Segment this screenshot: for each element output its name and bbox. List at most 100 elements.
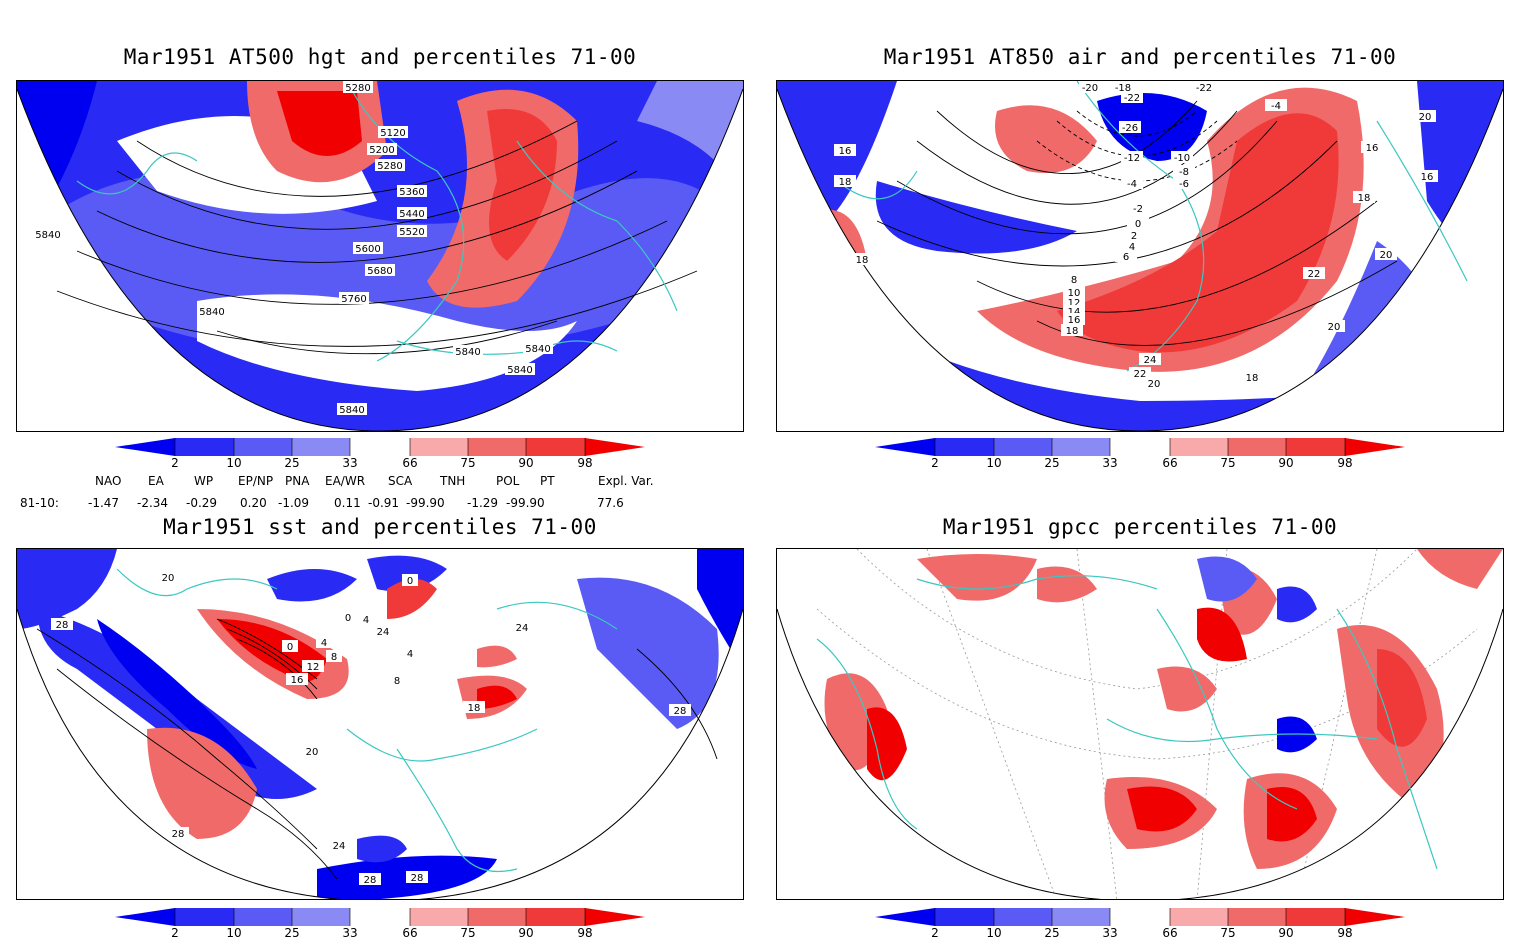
contour-label: 24 xyxy=(511,621,533,634)
contour-label: 2 xyxy=(1123,229,1145,242)
colorbar-air850: 2 10 25 33 66 75 90 98 xyxy=(875,438,1405,470)
contour-label: 5840 xyxy=(33,228,63,241)
sst-map-graphic: 20 28 0 0 0 4 8 12 16 4 8 24 24 4 18 20 … xyxy=(17,549,743,899)
index-header: WP xyxy=(194,474,214,488)
colorbar-arrow-low xyxy=(875,438,935,456)
contour-label: 20 xyxy=(301,745,323,758)
svg-text:18: 18 xyxy=(1358,193,1371,204)
gpcc-map-graphic xyxy=(777,549,1503,899)
contour-label: 5600 xyxy=(353,242,383,255)
air850-map-graphic: -20 -18 -22 -22 -26 -12 -10 -8 -6 -4 -2 … xyxy=(777,81,1503,431)
colorbar-swatch xyxy=(234,438,292,456)
colorbar-label: 25 xyxy=(1044,926,1060,940)
contour-label: -6 xyxy=(1173,177,1195,190)
svg-text:5840: 5840 xyxy=(507,365,532,376)
contour-label: 6 xyxy=(1115,250,1137,263)
svg-text:-18: -18 xyxy=(1115,83,1131,94)
colorbar-arrow-high xyxy=(585,438,645,456)
colorbar-label: 98 xyxy=(1337,926,1353,940)
contour-label: -20 xyxy=(1079,81,1101,94)
index-header: SCA xyxy=(388,474,413,488)
index-value: 77.6 xyxy=(597,496,624,510)
contour-label: 5840 xyxy=(337,403,367,416)
colorbar-label: 90 xyxy=(518,926,534,940)
contour-label: -10 xyxy=(1171,151,1193,164)
colorbar-arrow-low xyxy=(115,908,175,926)
colorbar-label: 25 xyxy=(284,926,300,940)
svg-text:14: 14 xyxy=(1068,307,1081,318)
contour-label: 18 xyxy=(834,175,856,188)
svg-text:-22: -22 xyxy=(1124,93,1140,104)
map-air850[interactable]: -20 -18 -22 -22 -26 -12 -10 -8 -6 -4 -2 … xyxy=(776,80,1504,432)
svg-text:8: 8 xyxy=(1071,275,1077,286)
svg-text:5840: 5840 xyxy=(525,344,550,355)
svg-text:5840: 5840 xyxy=(35,230,60,241)
contour-label: 28 xyxy=(167,827,189,840)
contour-label: 5280 xyxy=(343,81,373,94)
contour-label: 18 xyxy=(851,253,873,266)
svg-text:24: 24 xyxy=(516,623,529,634)
contour-label: 22 xyxy=(1129,367,1151,380)
map-sst[interactable]: 20 28 0 0 0 4 8 12 16 4 8 24 24 4 18 20 … xyxy=(16,548,744,900)
svg-text:-6: -6 xyxy=(1179,179,1189,190)
svg-text:5200: 5200 xyxy=(369,145,394,156)
contour-label: -22 xyxy=(1193,81,1215,94)
colorbar-gpcc-graphic xyxy=(875,908,1405,926)
colorbar-label: 2 xyxy=(931,926,939,940)
colorbar-swatch xyxy=(468,908,526,926)
colorbar-label: 75 xyxy=(460,926,476,940)
svg-text:22: 22 xyxy=(1308,269,1321,280)
contour-label: -12 xyxy=(1121,151,1143,164)
index-header: EA/WR xyxy=(325,474,366,488)
colorbar-arrow-low xyxy=(875,908,935,926)
colorbar-label: 75 xyxy=(460,456,476,470)
svg-text:4: 4 xyxy=(407,649,413,660)
contour-label: 0 xyxy=(282,640,298,653)
svg-text:8: 8 xyxy=(331,652,337,663)
contour-label: -8 xyxy=(1173,165,1195,178)
panel-title-gpcc: Mar1951 gpcc percentiles 71-00 xyxy=(942,515,1338,539)
colorbar-label: 75 xyxy=(1220,926,1236,940)
panel-title-sst: Mar1951 sst and percentiles 71-00 xyxy=(163,515,597,539)
contour-label: -18 xyxy=(1112,81,1134,94)
svg-text:20: 20 xyxy=(1328,322,1341,333)
svg-text:24: 24 xyxy=(333,841,346,852)
panel-title-hgt500: Mar1951 AT500 hgt and percentiles 71-00 xyxy=(123,45,637,69)
svg-text:5520: 5520 xyxy=(399,227,424,238)
map-hgt500[interactable]: 5280 5120 5200 5280 5360 5440 5520 5600 … xyxy=(16,80,744,432)
index-value: -1.29 xyxy=(467,496,499,510)
contour-label: 18 xyxy=(1353,191,1375,204)
colorbar-sst-graphic xyxy=(115,908,645,926)
svg-text:-4: -4 xyxy=(1127,179,1137,190)
contour-label: 5840 xyxy=(453,345,483,358)
colorbar-swatch xyxy=(1052,908,1110,926)
colorbar-swatch xyxy=(994,908,1052,926)
svg-text:18: 18 xyxy=(1066,326,1079,337)
contour-label: 5280 xyxy=(375,159,405,172)
colorbar-label: 66 xyxy=(1162,926,1178,940)
map-gpcc[interactable] xyxy=(776,548,1504,900)
colorbar-swatch xyxy=(175,438,234,456)
svg-text:10: 10 xyxy=(1068,288,1081,299)
index-value: -0.29 xyxy=(186,496,218,510)
index-value: -99.90 xyxy=(506,496,545,510)
colorbar-swatch xyxy=(350,438,410,456)
svg-text:-20: -20 xyxy=(1082,83,1098,94)
colorbar-swatch xyxy=(468,438,526,456)
svg-text:4: 4 xyxy=(1129,242,1135,253)
colorbar-label: 25 xyxy=(284,456,300,470)
contour-label: 16 xyxy=(286,673,308,686)
colorbar-label: 25 xyxy=(1044,456,1060,470)
index-header: EP/NP xyxy=(238,474,274,488)
svg-text:5600: 5600 xyxy=(355,244,380,255)
index-value: 0.11 xyxy=(334,496,361,510)
contour-label: 5840 xyxy=(197,305,227,318)
colorbar-label: 10 xyxy=(226,926,242,940)
svg-text:-4: -4 xyxy=(1271,101,1281,112)
panel-title-air850: Mar1951 AT850 air and percentiles 71-00 xyxy=(883,45,1397,69)
svg-text:8: 8 xyxy=(394,676,400,687)
colorbar-swatch xyxy=(410,438,468,456)
contour-label: 28 xyxy=(669,704,691,717)
colorbar-label: 98 xyxy=(577,456,593,470)
colorbar-swatch xyxy=(1052,438,1110,456)
